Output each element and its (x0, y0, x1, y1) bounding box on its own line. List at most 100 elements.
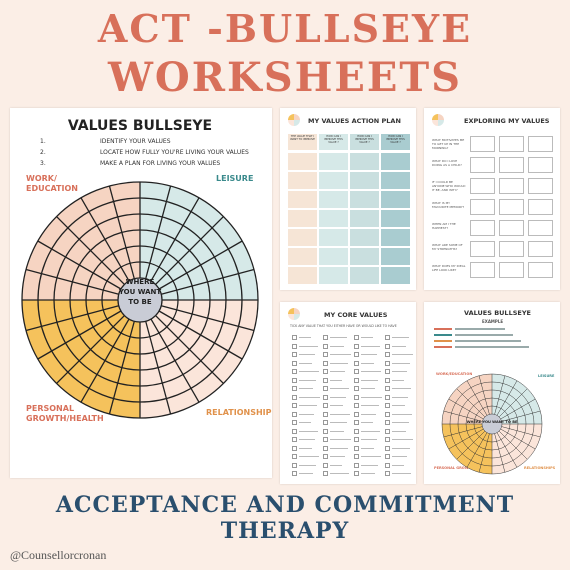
answer-box[interactable] (528, 157, 553, 173)
value-checkbox[interactable] (354, 420, 359, 425)
value-checkbox[interactable] (354, 471, 359, 476)
plan-cell[interactable] (381, 210, 410, 227)
value-checkbox[interactable] (385, 352, 390, 357)
value-checkbox[interactable] (323, 394, 328, 400)
answer-box[interactable] (470, 262, 495, 278)
value-checkbox[interactable] (292, 428, 297, 434)
answer-box[interactable] (470, 241, 495, 257)
value-checkbox[interactable] (323, 343, 328, 349)
value-checkbox[interactable] (385, 377, 390, 383)
answer-box[interactable] (470, 220, 495, 236)
plan-cell[interactable] (350, 248, 379, 265)
plan-cell[interactable] (319, 248, 348, 265)
plan-cell[interactable] (350, 191, 379, 208)
answer-box[interactable] (528, 241, 553, 257)
value-checkbox[interactable] (354, 454, 359, 459)
value-checkbox[interactable] (354, 343, 359, 349)
plan-cell[interactable] (381, 191, 410, 208)
value-checkbox[interactable] (323, 377, 328, 383)
plan-cell[interactable] (319, 267, 348, 284)
value-checkbox[interactable] (385, 343, 390, 349)
plan-cell[interactable] (288, 229, 317, 246)
answer-box[interactable] (470, 136, 495, 152)
value-checkbox[interactable] (385, 369, 390, 374)
value-checkbox[interactable] (385, 471, 390, 476)
value-checkbox[interactable] (354, 445, 359, 451)
value-checkbox[interactable] (354, 352, 359, 357)
plan-cell[interactable] (288, 153, 317, 170)
plan-cell[interactable] (350, 267, 379, 284)
plan-cell[interactable] (381, 172, 410, 189)
answer-box[interactable] (528, 262, 553, 278)
plan-cell[interactable] (288, 267, 317, 284)
value-checkbox[interactable] (323, 360, 328, 366)
plan-cell[interactable] (319, 229, 348, 246)
answer-box[interactable] (499, 220, 524, 236)
value-checkbox[interactable] (385, 335, 390, 340)
answer-box[interactable] (499, 136, 524, 152)
value-checkbox[interactable] (385, 428, 390, 434)
answer-box[interactable] (499, 262, 524, 278)
value-checkbox[interactable] (323, 437, 328, 442)
value-checkbox[interactable] (385, 454, 390, 459)
value-checkbox[interactable] (323, 428, 328, 434)
plan-cell[interactable] (381, 229, 410, 246)
value-checkbox[interactable] (323, 420, 328, 425)
answer-box[interactable] (528, 136, 553, 152)
value-checkbox[interactable] (354, 403, 359, 408)
value-checkbox[interactable] (292, 411, 297, 417)
plan-cell[interactable] (350, 229, 379, 246)
value-checkbox[interactable] (354, 428, 359, 434)
answer-box[interactable] (528, 199, 553, 215)
answer-box[interactable] (499, 178, 524, 194)
value-checkbox[interactable] (292, 369, 297, 374)
value-checkbox[interactable] (292, 386, 297, 391)
plan-cell[interactable] (288, 172, 317, 189)
answer-box[interactable] (528, 220, 553, 236)
answer-box[interactable] (499, 241, 524, 257)
plan-cell[interactable] (319, 210, 348, 227)
value-checkbox[interactable] (323, 403, 328, 408)
value-checkbox[interactable] (292, 394, 297, 400)
plan-cell[interactable] (381, 248, 410, 265)
value-checkbox[interactable] (292, 360, 297, 366)
value-checkbox[interactable] (323, 386, 328, 391)
plan-cell[interactable] (288, 191, 317, 208)
value-checkbox[interactable] (354, 394, 359, 400)
value-checkbox[interactable] (385, 420, 390, 425)
value-checkbox[interactable] (323, 369, 328, 374)
plan-cell[interactable] (350, 210, 379, 227)
value-checkbox[interactable] (323, 411, 328, 417)
plan-cell[interactable] (319, 172, 348, 189)
value-checkbox[interactable] (292, 377, 297, 383)
value-checkbox[interactable] (292, 343, 297, 349)
value-checkbox[interactable] (354, 360, 359, 366)
value-checkbox[interactable] (323, 352, 328, 357)
value-checkbox[interactable] (354, 369, 359, 374)
value-checkbox[interactable] (354, 335, 359, 340)
value-checkbox[interactable] (292, 420, 297, 425)
answer-box[interactable] (470, 178, 495, 194)
value-checkbox[interactable] (292, 462, 297, 468)
value-checkbox[interactable] (385, 403, 390, 408)
value-checkbox[interactable] (292, 335, 297, 340)
plan-cell[interactable] (288, 248, 317, 265)
value-checkbox[interactable] (292, 437, 297, 442)
value-checkbox[interactable] (323, 335, 328, 340)
value-checkbox[interactable] (323, 454, 328, 459)
plan-cell[interactable] (319, 153, 348, 170)
value-checkbox[interactable] (385, 386, 390, 391)
answer-box[interactable] (499, 157, 524, 173)
plan-cell[interactable] (350, 172, 379, 189)
value-checkbox[interactable] (292, 352, 297, 357)
plan-cell[interactable] (319, 191, 348, 208)
value-checkbox[interactable] (292, 403, 297, 408)
value-checkbox[interactable] (354, 411, 359, 417)
value-checkbox[interactable] (323, 471, 328, 476)
value-checkbox[interactable] (354, 377, 359, 383)
plan-cell[interactable] (288, 210, 317, 227)
value-checkbox[interactable] (385, 437, 390, 442)
value-checkbox[interactable] (385, 462, 390, 468)
plan-cell[interactable] (381, 267, 410, 284)
plan-cell[interactable] (381, 153, 410, 170)
